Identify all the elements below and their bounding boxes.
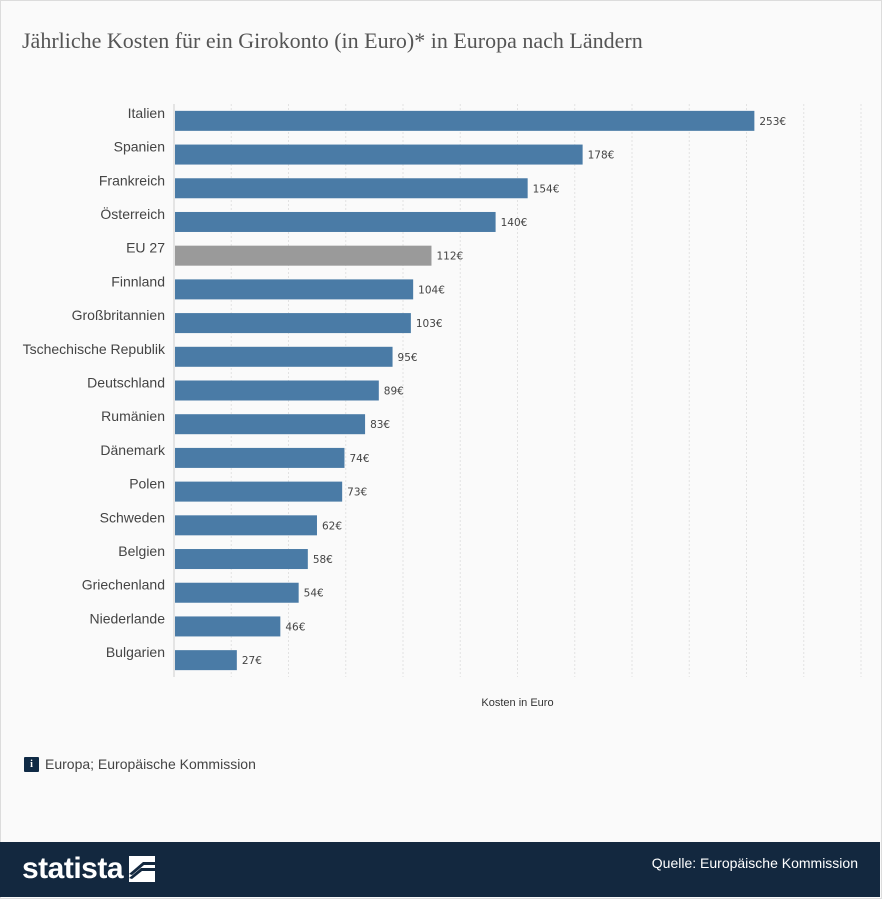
category-label: Bulgarien (106, 644, 165, 660)
source-note: i Europa; Europäische Kommission (24, 755, 256, 773)
category-label: Rumänien (101, 408, 165, 424)
data-label: 83€ (370, 419, 390, 431)
bar (175, 279, 414, 300)
category-label: Deutschland (87, 375, 165, 391)
category-label: Frankreich (99, 172, 165, 188)
category-label: Belgien (118, 543, 165, 559)
category-label: Dänemark (100, 442, 166, 458)
category-label: Niederlande (90, 610, 166, 626)
bar (175, 447, 345, 468)
category-label: Italien (128, 105, 165, 121)
chart-title: Jährliche Kosten für ein Girokonto (in E… (22, 28, 643, 53)
data-label: 89€ (384, 386, 404, 398)
data-label: 140€ (501, 217, 528, 229)
source-note-text: Europa; Europäische Kommission (45, 756, 256, 772)
bar (175, 346, 393, 367)
category-label: Griechenland (82, 577, 165, 593)
data-label: 74€ (349, 453, 369, 465)
bar (175, 211, 496, 232)
data-label: 54€ (304, 588, 324, 600)
bar (175, 582, 299, 603)
bar (175, 245, 432, 266)
data-label: 112€ (436, 251, 463, 263)
data-label: 103€ (416, 318, 443, 330)
bar (175, 313, 411, 334)
bar (175, 110, 755, 131)
data-label: 178€ (588, 150, 615, 162)
bar (175, 380, 379, 401)
category-label: Österreich (100, 205, 165, 222)
bar (175, 650, 237, 671)
category-label: Großbritannien (72, 307, 165, 323)
data-label: 58€ (313, 554, 333, 566)
footer-bar: statista Quelle: Europäische Kommission (0, 842, 880, 897)
data-label: 73€ (347, 487, 367, 499)
bar-chart: Italien 253€ Spanien 178€ Frankreich 154€ Öste… (23, 104, 862, 709)
category-label: Finnland (111, 273, 165, 289)
data-label: 46€ (285, 621, 305, 633)
category-label: EU 27 (126, 240, 165, 256)
bar (175, 515, 317, 536)
category-label: Schweden (100, 509, 165, 525)
x-axis-label: Kosten in Euro (481, 697, 553, 709)
category-label: Spanien (114, 139, 165, 155)
statista-brand[interactable]: statista (22, 852, 156, 886)
data-label: 27€ (242, 655, 262, 667)
bar (175, 414, 366, 435)
bar (175, 178, 528, 199)
brand-name: statista (22, 852, 124, 885)
data-label: 154€ (533, 183, 560, 195)
data-label: 104€ (418, 284, 445, 296)
data-label: 253€ (759, 116, 786, 128)
bar (175, 481, 343, 502)
footer-source: Quelle: Europäische Kommission (651, 855, 858, 871)
statista-logo-icon (129, 856, 156, 882)
info-icon[interactable]: i (24, 756, 39, 772)
category-label: Polen (129, 476, 165, 492)
data-label: 62€ (322, 520, 342, 532)
category-label: Tschechische Republik (23, 341, 166, 357)
bar (175, 144, 583, 165)
bar (175, 616, 281, 637)
bar (175, 549, 308, 570)
data-label: 95€ (398, 352, 418, 364)
